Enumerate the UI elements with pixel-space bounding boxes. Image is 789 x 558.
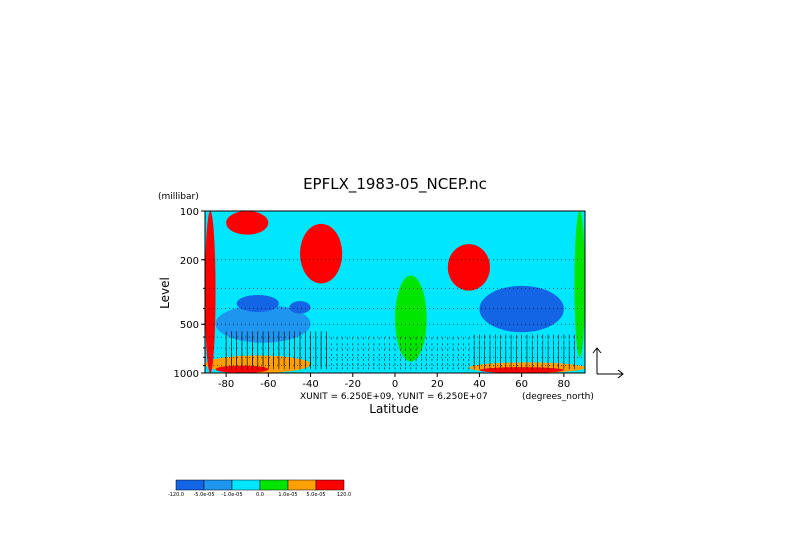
contour-region — [205, 211, 216, 373]
contour-region — [300, 223, 343, 284]
colorbar-swatch — [315, 479, 345, 491]
x-tick-label: -80 — [218, 379, 234, 390]
y-tick-label: 200 — [180, 256, 199, 267]
x-tick-label: -40 — [302, 379, 318, 390]
plot-area — [205, 210, 585, 374]
contour-region — [574, 211, 585, 358]
vector-unit-text: XUNIT = 6.250E+09, YUNIT = 6.250E+07 — [300, 392, 488, 402]
colorbar-label: -5.0e-05 — [194, 492, 215, 498]
x-tick-label: 40 — [473, 379, 486, 390]
x-tick-label: 0 — [392, 379, 398, 390]
x-tick-label: 80 — [558, 379, 571, 390]
colorbar-label: 0.0 — [256, 492, 264, 498]
y-tick-label: 100 — [180, 207, 199, 218]
colorbar-swatch — [287, 479, 317, 491]
colorbar-swatch — [259, 479, 289, 491]
y-unit-label: (millibar) — [158, 192, 199, 202]
contour-region — [236, 294, 279, 312]
y-axis: 100 200 500 1000 — [174, 207, 205, 380]
x-tick-label: -60 — [260, 379, 276, 390]
contour-region — [447, 244, 490, 291]
colorbar-swatch — [231, 479, 261, 491]
contour-region — [226, 211, 269, 235]
contour-region — [395, 275, 427, 362]
colorbar-swatch — [175, 479, 205, 491]
x-axis-label: Latitude — [369, 402, 418, 416]
colorbar-swatch — [203, 479, 233, 491]
contour-region — [479, 285, 564, 333]
x-tick-label: 20 — [431, 379, 444, 390]
colorbar-label: 1.0e-05 — [278, 492, 297, 498]
x-axis: -80 -60 -40 -20 0 20 40 60 80 — [218, 373, 570, 390]
contour-region — [215, 304, 311, 343]
x-tick-label: 60 — [515, 379, 528, 390]
y-axis-label: Level — [158, 277, 172, 309]
colorbar-label: 120.0 — [337, 492, 351, 498]
colorbar: -120.0 -5.0e-05 -1.0e-05 0.0 1.0e-05 5.0e-05 1… — [168, 479, 351, 498]
contour-region — [289, 301, 311, 314]
y-tick-label: 500 — [180, 320, 199, 331]
vector-legend-arrows — [592, 347, 624, 379]
colorbar-label: -120.0 — [168, 492, 184, 498]
chart-title: EPFLX_1983-05_NCEP.nc — [303, 175, 487, 194]
x-unit-label: (degrees_north) — [522, 392, 594, 402]
y-tick-label: 1000 — [174, 369, 199, 380]
colorbar-label: -1.0e-05 — [222, 492, 243, 498]
x-tick-label: -20 — [345, 379, 361, 390]
colorbar-label: 5.0e-05 — [306, 492, 325, 498]
